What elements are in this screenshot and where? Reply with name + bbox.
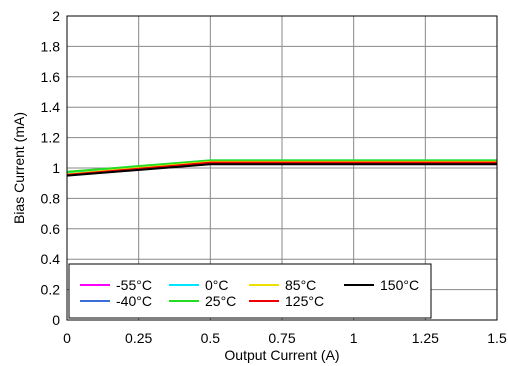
x-tick-label: 0.25: [125, 330, 152, 346]
y-tick-label: 1.8: [41, 38, 61, 54]
legend-label: 85°C: [285, 277, 316, 293]
x-axis-title: Output Current (A): [224, 347, 339, 363]
series-line: [66, 159, 497, 173]
x-tick-label: 0.75: [268, 330, 295, 346]
y-tick-label: 0.8: [41, 190, 61, 206]
legend-label: 25°C: [205, 293, 236, 309]
x-tick-label: 0: [63, 330, 71, 346]
legend-label: 125°C: [285, 293, 324, 309]
x-tick-label: 0.5: [201, 330, 221, 346]
y-tick-labels: 0 0.2 0.4 0.6 0.8 1 1.2 1.4 1.6 1.8 2: [41, 8, 61, 328]
legend-label: -55°C: [116, 277, 152, 293]
x-tick-labels: 0 0.25 0.5 0.75 1 1.25 1.5: [63, 330, 507, 346]
y-tick-label: 0.4: [41, 251, 61, 267]
y-tick-label: 2: [52, 8, 60, 24]
y-tick-label: 1: [52, 160, 60, 176]
y-axis-title: Bias Current (mA): [11, 112, 27, 224]
legend-label: -40°C: [116, 293, 152, 309]
legend-label: 150°C: [380, 277, 419, 293]
y-tick-label: 1.4: [41, 99, 61, 115]
plot-frame: [66, 15, 498, 321]
x-tick-label: 1: [350, 330, 358, 346]
y-tick-label: 1.2: [41, 130, 61, 146]
legend-label: 0°C: [205, 277, 229, 293]
x-tick-label: 1.25: [412, 330, 439, 346]
y-tick-label: 0.2: [41, 282, 61, 298]
legend-box: [68, 263, 432, 319]
x-tick-label: 1.5: [487, 330, 507, 346]
series-line: [66, 163, 497, 177]
series-line: [66, 161, 497, 176]
series-lines: [66, 159, 497, 177]
y-tick-label: 0.6: [41, 221, 61, 237]
y-tick-label: 0: [52, 312, 60, 328]
y-tick-label: 1.6: [41, 69, 61, 85]
